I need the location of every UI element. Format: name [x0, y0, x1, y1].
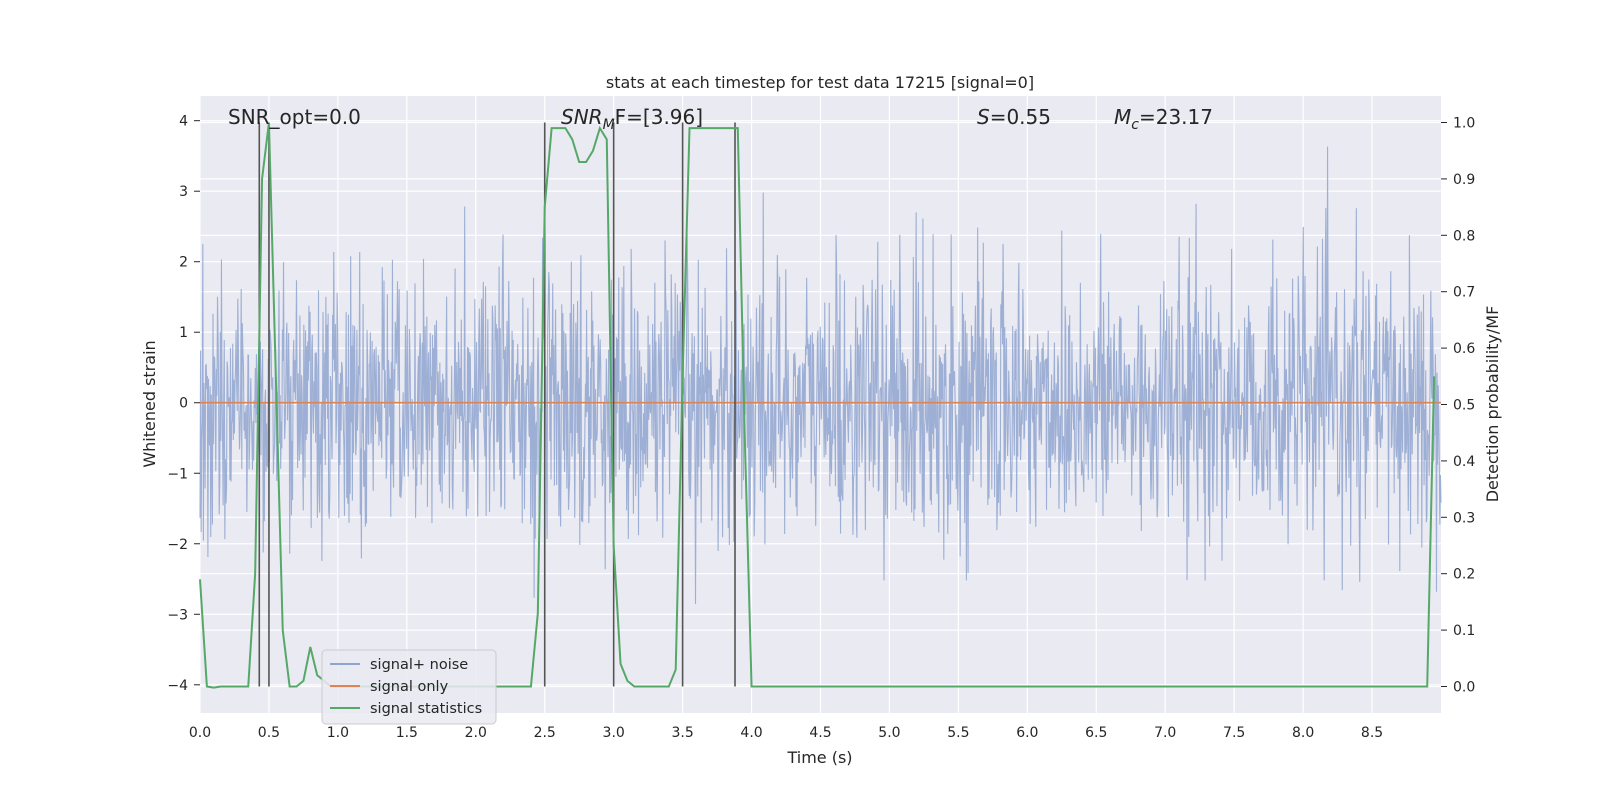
y-right-tick-label: 0.3 [1453, 510, 1475, 526]
y-tick-label: 3 [179, 184, 188, 200]
x-tick-label: 3.0 [603, 725, 625, 741]
annotation-mc-rest: =23.17 [1139, 105, 1213, 129]
y-tick-label: 2 [179, 255, 188, 271]
y-tick-label: −1 [167, 466, 188, 482]
x-tick-label: 2.0 [465, 725, 487, 741]
legend-label-signal-noise: signal+ noise [370, 657, 468, 673]
x-tick-label: 8.0 [1292, 725, 1314, 741]
x-tick-label: 7.5 [1223, 725, 1245, 741]
y-right-tick-label: 0.5 [1453, 398, 1475, 414]
y-right-tick-label: 0.6 [1453, 341, 1475, 357]
legend-label-signal-statistics: signal statistics [370, 701, 482, 717]
x-tick-label: 1.5 [396, 725, 418, 741]
signal-noise-line [199, 146, 1442, 604]
legend-label-signal-only: signal only [370, 679, 449, 695]
annotation-s-rest: =0.55 [990, 105, 1051, 129]
y-tick-label: 4 [179, 114, 188, 130]
legend: signal+ noise signal only signal statist… [321, 649, 497, 725]
x-tick-label: 7.0 [1154, 725, 1176, 741]
y-tick-label: 1 [179, 325, 188, 341]
x-tick-label: 4.0 [740, 725, 762, 741]
x-tick-label: 2.5 [534, 725, 556, 741]
signal-noise-series [199, 146, 1442, 604]
x-tick-label: 0.0 [189, 725, 211, 741]
y-right-tick-label: 0.1 [1453, 623, 1475, 639]
x-tick-label: 8.5 [1361, 725, 1383, 741]
y-right-tick-label: 0.8 [1453, 228, 1475, 244]
x-axis-label: Time (s) [786, 748, 852, 767]
x-tick-label: 5.5 [947, 725, 969, 741]
annotation-mc: Mc=23.17 [1114, 105, 1213, 133]
y-right-tick-label: 0.0 [1453, 679, 1475, 695]
annotation-snr-mf-rest: F=[3.96] [615, 105, 703, 129]
y-right-tick-label: 0.2 [1453, 567, 1475, 583]
x-tick-label: 3.5 [671, 725, 693, 741]
y-right-axis-ticks: 1.0 0.9 0.8 0.7 0.6 0.5 0.4 0.3 0.2 0.1 0.0 [1441, 116, 1475, 695]
annotation-snr-opt: SNR_opt=0.0 [228, 105, 361, 129]
y-axis-label: Whitened strain [140, 340, 159, 467]
y-tick-label: −3 [167, 607, 188, 623]
annotation-s: S=0.55 [977, 105, 1051, 129]
y-right-tick-label: 0.4 [1453, 454, 1475, 470]
annotation-snr-mf-sub: M [603, 117, 615, 133]
y-tick-label: −2 [167, 537, 188, 553]
annotation-s-main: S [977, 105, 990, 129]
annotation-snr-mf-main: SNR [561, 105, 603, 129]
x-tick-label: 1.0 [327, 725, 349, 741]
x-axis-ticks: 0.0 0.5 1.0 1.5 2.0 2.5 3.0 3.5 4.0 4.5 5.0 5.5 6.0 6… [189, 725, 1383, 741]
y-right-tick-label: 0.9 [1453, 172, 1475, 188]
y-tick-label: −4 [167, 678, 188, 694]
x-tick-label: 0.5 [258, 725, 280, 741]
annotation-mc-sub: c [1131, 117, 1139, 133]
y-right-axis-label: Detection probability/MF [1483, 306, 1502, 503]
x-tick-label: 5.0 [878, 725, 900, 741]
annotations: SNR_opt=0.0 SNRMF=[3.96] S=0.55 Mc=23.17 [228, 105, 1213, 133]
y-axis-ticks: 4 3 2 1 0 −1 −2 −3 −4 [167, 114, 200, 694]
annotation-mc-main: M [1114, 105, 1131, 129]
y-tick-label: 0 [179, 396, 188, 412]
x-tick-label: 6.5 [1085, 725, 1107, 741]
y-right-tick-label: 0.7 [1453, 285, 1475, 301]
legend-box [321, 649, 497, 725]
annotation-snr-mf: SNRMF=[3.96] [561, 105, 703, 133]
x-tick-label: 6.0 [1016, 725, 1038, 741]
y-right-tick-label: 1.0 [1453, 116, 1475, 132]
chart-title: stats at each timestep for test data 172… [606, 73, 1034, 92]
x-tick-label: 4.5 [809, 725, 831, 741]
